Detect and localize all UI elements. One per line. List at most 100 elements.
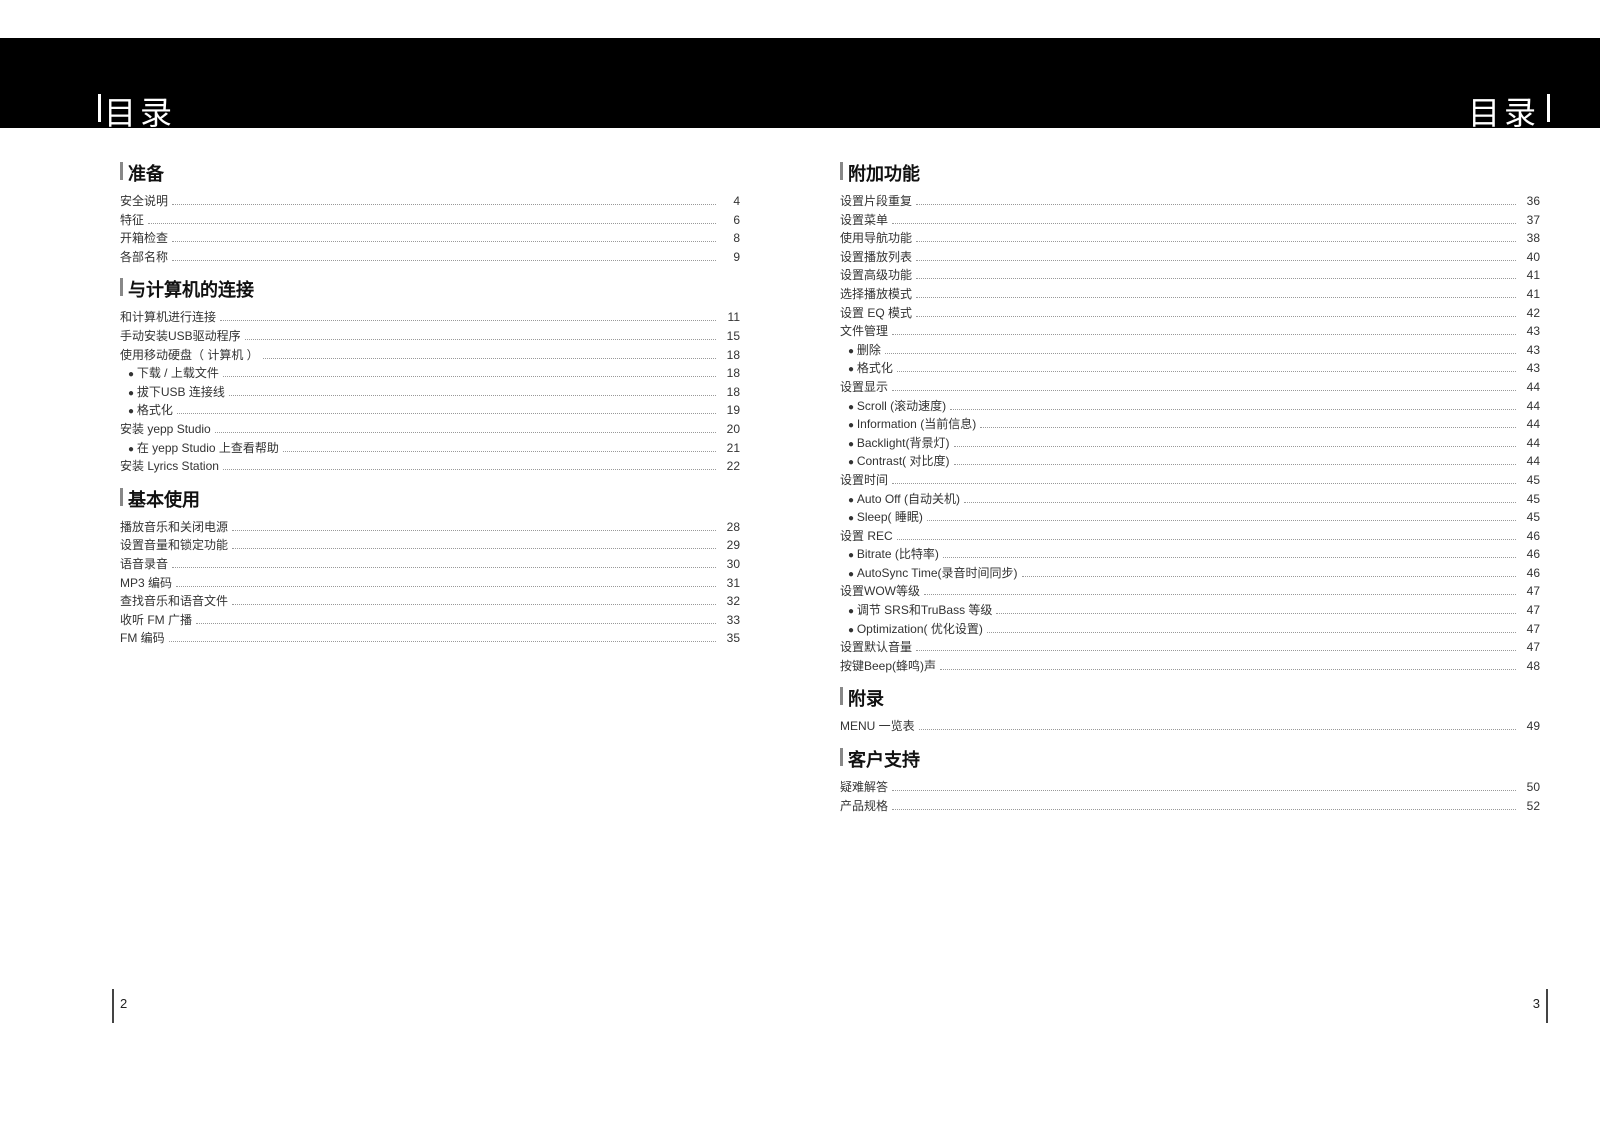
toc-label: 收听 FM 广播	[120, 611, 192, 630]
toc-line: 删除 43	[840, 341, 1540, 360]
toc-line: Auto Off (自动关机)45	[840, 490, 1540, 509]
toc-page: 48	[1520, 657, 1540, 676]
page-number-left: 2	[120, 996, 127, 1011]
section-title: 基本使用	[120, 486, 740, 512]
toc-dots	[892, 223, 1516, 224]
toc-page: 43	[1520, 341, 1540, 360]
toc-page: 45	[1520, 471, 1540, 490]
toc-dots	[169, 641, 716, 642]
toc-dots	[172, 204, 716, 205]
toc-page: 28	[720, 518, 740, 537]
page-tick-right	[1546, 989, 1548, 1023]
section-title: 附加功能	[840, 160, 1540, 186]
toc-dots	[263, 358, 716, 359]
toc-label: 安装 Lyrics Station	[120, 457, 219, 476]
toc-line: 设置菜单37	[840, 211, 1540, 230]
toc-label: 播放音乐和关闭电源	[120, 518, 228, 537]
toc-dots	[223, 469, 716, 470]
toc-label: Information (当前信息)	[848, 415, 976, 434]
section-title: 与计算机的连接	[120, 276, 740, 302]
toc-line: FM 编码35	[120, 629, 740, 648]
toc-page: 42	[1520, 304, 1540, 323]
toc-label: AutoSync Time(录音时间同步)	[848, 564, 1018, 583]
toc-label: 开箱检查	[120, 229, 168, 248]
toc-line: AutoSync Time(录音时间同步) 46	[840, 564, 1540, 583]
toc-dots	[892, 809, 1516, 810]
toc-page: 31	[720, 574, 740, 593]
toc-line: 设置音量和锁定功能29	[120, 536, 740, 555]
toc-line: 设置片段重复36	[840, 192, 1540, 211]
toc-page: 47	[1520, 582, 1540, 601]
toc-dots	[964, 502, 1516, 503]
toc-dots	[924, 594, 1516, 595]
toc-label: 使用移动硬盘（ 计算机 ）	[120, 346, 259, 365]
toc-line: 格式化 43	[840, 359, 1540, 378]
toc-label: Sleep( 睡眠)	[848, 508, 923, 527]
toc-dots	[916, 278, 1516, 279]
toc-dots	[897, 539, 1516, 540]
toc-line: Optimization( 优化设置)47	[840, 620, 1540, 639]
toc-line: Contrast( 对比度)44	[840, 452, 1540, 471]
toc-label: 格式化	[848, 359, 893, 378]
toc-label: 设置播放列表	[840, 248, 912, 267]
toc-label: 设置片段重复	[840, 192, 912, 211]
toc-label: 在 yepp Studio 上查看帮助	[128, 439, 279, 458]
toc-page: 41	[1520, 285, 1540, 304]
toc-label: 按键Beep(蜂鸣)声	[840, 657, 936, 676]
toc-page: 38	[1520, 229, 1540, 248]
toc-label: 语音录音	[120, 555, 168, 574]
toc-page: 8	[720, 229, 740, 248]
toc-line: 设置时间45	[840, 471, 1540, 490]
toc-dots	[1022, 576, 1516, 577]
toc-line: 播放音乐和关闭电源 28	[120, 518, 740, 537]
section-title: 客户支持	[840, 746, 1540, 772]
toc-dots	[987, 632, 1516, 633]
toc-line: 安全说明 4	[120, 192, 740, 211]
toc-page: 43	[1520, 359, 1540, 378]
toc-dots	[892, 790, 1516, 791]
toc-line: 使用导航功能38	[840, 229, 1540, 248]
toc-page: 49	[1520, 717, 1540, 736]
toc-line: 设置 REC46	[840, 527, 1540, 546]
toc-line: 文件管理43	[840, 322, 1540, 341]
toc-dots	[927, 520, 1516, 521]
toc-page: 45	[1520, 490, 1540, 509]
toc-dots	[916, 316, 1516, 317]
toc-line: MP3 编码31	[120, 574, 740, 593]
toc-label: 删除	[848, 341, 881, 360]
toc-label: 手动安装USB驱动程序	[120, 327, 241, 346]
toc-label: 疑难解答	[840, 778, 888, 797]
toc-line: 设置 EQ 模式 42	[840, 304, 1540, 323]
page-number-right: 3	[1533, 996, 1540, 1011]
toc-page: 30	[720, 555, 740, 574]
page-tick-left	[112, 989, 114, 1023]
toc-dots	[892, 334, 1516, 335]
toc-label: 安全说明	[120, 192, 168, 211]
toc-label: 拔下USB 连接线	[128, 383, 225, 402]
toc-line: 安装 Lyrics Station22	[120, 457, 740, 476]
toc-label: 调节 SRS和TruBass 等级	[848, 601, 992, 620]
toc-dots	[177, 413, 716, 414]
toc-label: 设置显示	[840, 378, 888, 397]
toc-page: 4	[720, 192, 740, 211]
toc-page: 46	[1520, 527, 1540, 546]
toc-label: Scroll (滚动速度)	[848, 397, 946, 416]
toc-label: Optimization( 优化设置)	[848, 620, 983, 639]
toc-page: 35	[720, 629, 740, 648]
toc-label: 设置 EQ 模式	[840, 304, 912, 323]
toc-page: 33	[720, 611, 740, 630]
toc-page: 46	[1520, 564, 1540, 583]
toc-line: 开箱检查 8	[120, 229, 740, 248]
toc-page: 44	[1520, 378, 1540, 397]
toc-line: Scroll (滚动速度)44	[840, 397, 1540, 416]
toc-line: 设置默认音量47	[840, 638, 1540, 657]
toc-line: 疑难解答50	[840, 778, 1540, 797]
toc-dots	[940, 669, 1516, 670]
toc-line: 设置WOW等级47	[840, 582, 1540, 601]
toc-line: 查找音乐和语音文件32	[120, 592, 740, 611]
header-right: 目录	[1468, 88, 1540, 134]
toc-dots	[916, 241, 1516, 242]
toc-page: 18	[720, 346, 740, 365]
toc-label: 选择播放模式	[840, 285, 912, 304]
toc-page: 19	[720, 401, 740, 420]
